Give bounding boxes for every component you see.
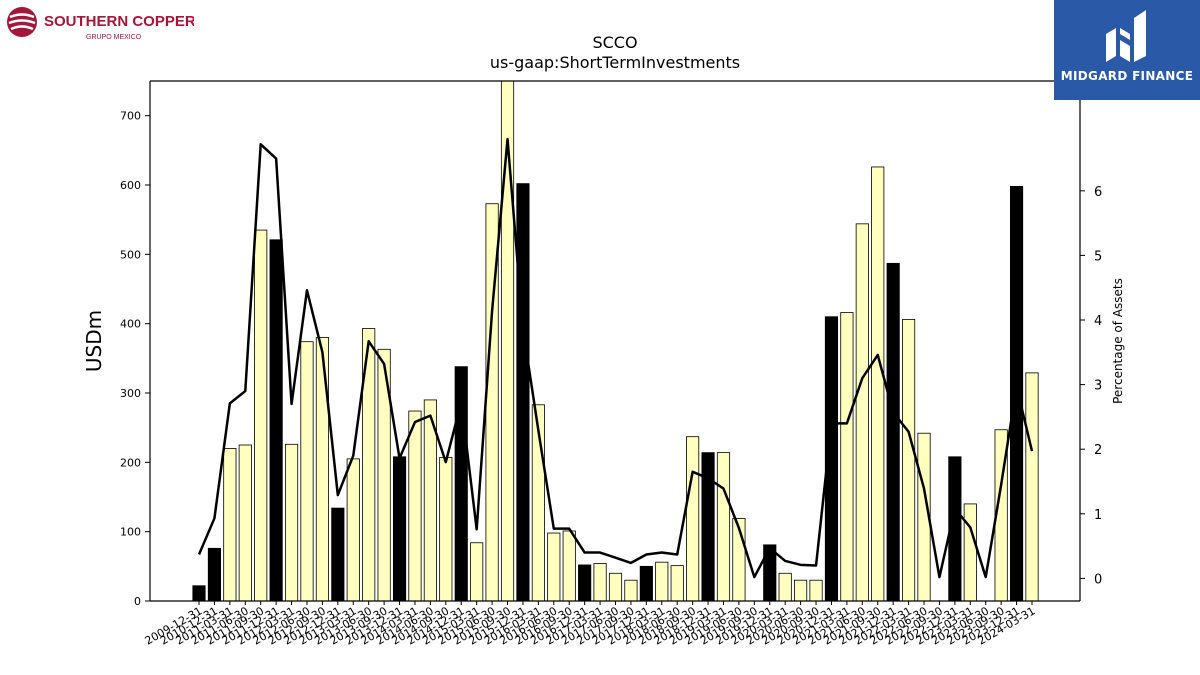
bar: [670, 565, 684, 602]
bar: [794, 579, 808, 602]
bar: [701, 452, 715, 602]
y2-tick-label: 4: [1094, 314, 1102, 329]
bar: [562, 530, 576, 602]
chart-title: SCCO: [592, 33, 637, 52]
bar: [547, 532, 561, 602]
y-tick-label: 500: [120, 248, 141, 261]
bar: [886, 262, 900, 602]
bar: [608, 572, 623, 602]
pct-assets-line: [197, 137, 1034, 579]
y2-tick-label: 0: [1094, 572, 1102, 587]
bar: [284, 443, 299, 602]
bar: [578, 564, 592, 602]
bar: [809, 579, 823, 602]
bar: [223, 448, 237, 602]
axes: 010020030040050060070001234562009-12-312…: [120, 80, 1102, 648]
southern-copper-logo: SOUTHERN COPPER GRUPO MEXICO: [4, 4, 196, 44]
bar: [593, 563, 607, 602]
bar: [778, 572, 792, 602]
bar: [840, 312, 854, 602]
bar: [500, 80, 515, 602]
pct-assets-series: [197, 137, 1034, 579]
bar: [238, 444, 252, 602]
svg-text:SOUTHERN COPPER: SOUTHERN COPPER: [44, 13, 194, 30]
bar: [516, 183, 530, 602]
bar: [655, 561, 669, 602]
y-tick-label: 0: [134, 595, 141, 608]
y-tick-label: 700: [120, 110, 141, 123]
y-tick-label: 400: [120, 318, 141, 331]
y2-tick-label: 5: [1094, 249, 1102, 264]
y2-tick-label: 1: [1094, 508, 1102, 523]
midgard-finance-logo: MIDGARD FINANCE: [1054, 0, 1200, 100]
bar: [207, 547, 221, 602]
bar: [346, 458, 360, 602]
bar: [716, 452, 731, 602]
svg-text:GRUPO MEXICO: GRUPO MEXICO: [86, 34, 142, 41]
bar: [315, 337, 329, 602]
y-tick-label: 100: [120, 526, 141, 539]
chart-subtitle: us-gaap:ShortTermInvestments: [490, 53, 740, 72]
y-tick-label: 200: [120, 456, 141, 469]
bar: [686, 436, 700, 602]
y-axis-label: USDm: [82, 310, 106, 372]
y2-tick-label: 3: [1094, 379, 1102, 394]
bar: [624, 579, 638, 602]
bar: [855, 223, 869, 602]
bar: [192, 585, 206, 602]
bar: [300, 341, 314, 602]
bar: [254, 229, 268, 602]
bar: [963, 503, 977, 602]
bar: [902, 319, 916, 602]
bar: [1025, 372, 1039, 602]
y-tick-label: 600: [120, 179, 141, 192]
bar: [439, 457, 453, 602]
bar: [408, 410, 422, 602]
bar: [331, 507, 345, 602]
bar: [269, 239, 283, 602]
y-tick-label: 300: [120, 387, 141, 400]
bar: [639, 565, 653, 602]
y2-tick-label: 2: [1094, 443, 1102, 458]
bar: [871, 166, 885, 602]
bar: [392, 456, 407, 602]
bar: [470, 542, 484, 602]
y2-axis-label: Percentage of Assets: [1111, 278, 1125, 404]
y2-tick-label: 6: [1094, 185, 1102, 200]
